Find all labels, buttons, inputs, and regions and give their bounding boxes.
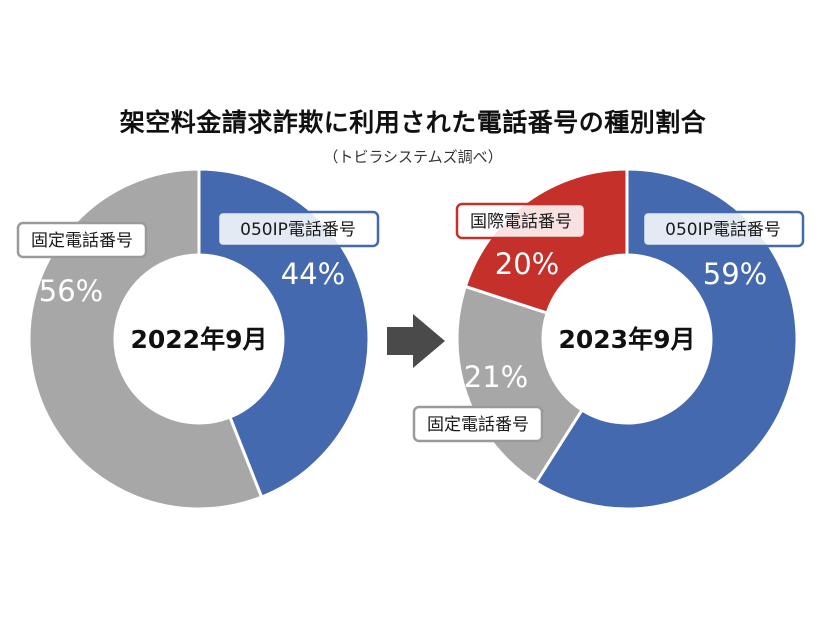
category-label-intl: 国際電話番号: [455, 202, 587, 240]
category-label-box: [455, 202, 587, 240]
chart-subtitle: （トビラシステムズ調べ）: [323, 148, 503, 166]
percent-label-fixed: 56%: [39, 274, 103, 308]
arrow-right-icon: [387, 314, 445, 368]
percent-label-ip: 59%: [703, 257, 767, 291]
category-label-box: [641, 210, 805, 248]
category-label-text: 固定電話番号: [31, 231, 133, 251]
category-label-box: [412, 405, 544, 443]
category-label-text: 050IP電話番号: [240, 220, 356, 240]
category-label-text: 固定電話番号: [427, 415, 529, 435]
category-label-box: [216, 210, 380, 248]
chart-title: 架空料金請求詐欺に利用された電話番号の種別割合: [119, 108, 707, 137]
slice-ip: [533, 167, 799, 511]
slice-intl: [463, 167, 629, 315]
percent-label-intl: 20%: [495, 247, 559, 281]
category-label-ip: 050IP電話番号: [216, 210, 380, 248]
category-label-text: 050IP電話番号: [665, 220, 781, 240]
percent-label-fixed: 21%: [464, 360, 528, 394]
category-label-fixed: 固定電話番号: [412, 405, 544, 443]
center-label: 2022年9月: [131, 325, 268, 354]
category-label-fixed: 固定電話番号: [16, 221, 148, 259]
category-label-box: [16, 221, 148, 259]
percent-label-ip: 44%: [281, 257, 345, 291]
category-label-ip: 050IP電話番号: [641, 210, 805, 248]
category-label-text: 国際電話番号: [470, 212, 572, 232]
center-label: 2023年9月: [559, 325, 696, 354]
